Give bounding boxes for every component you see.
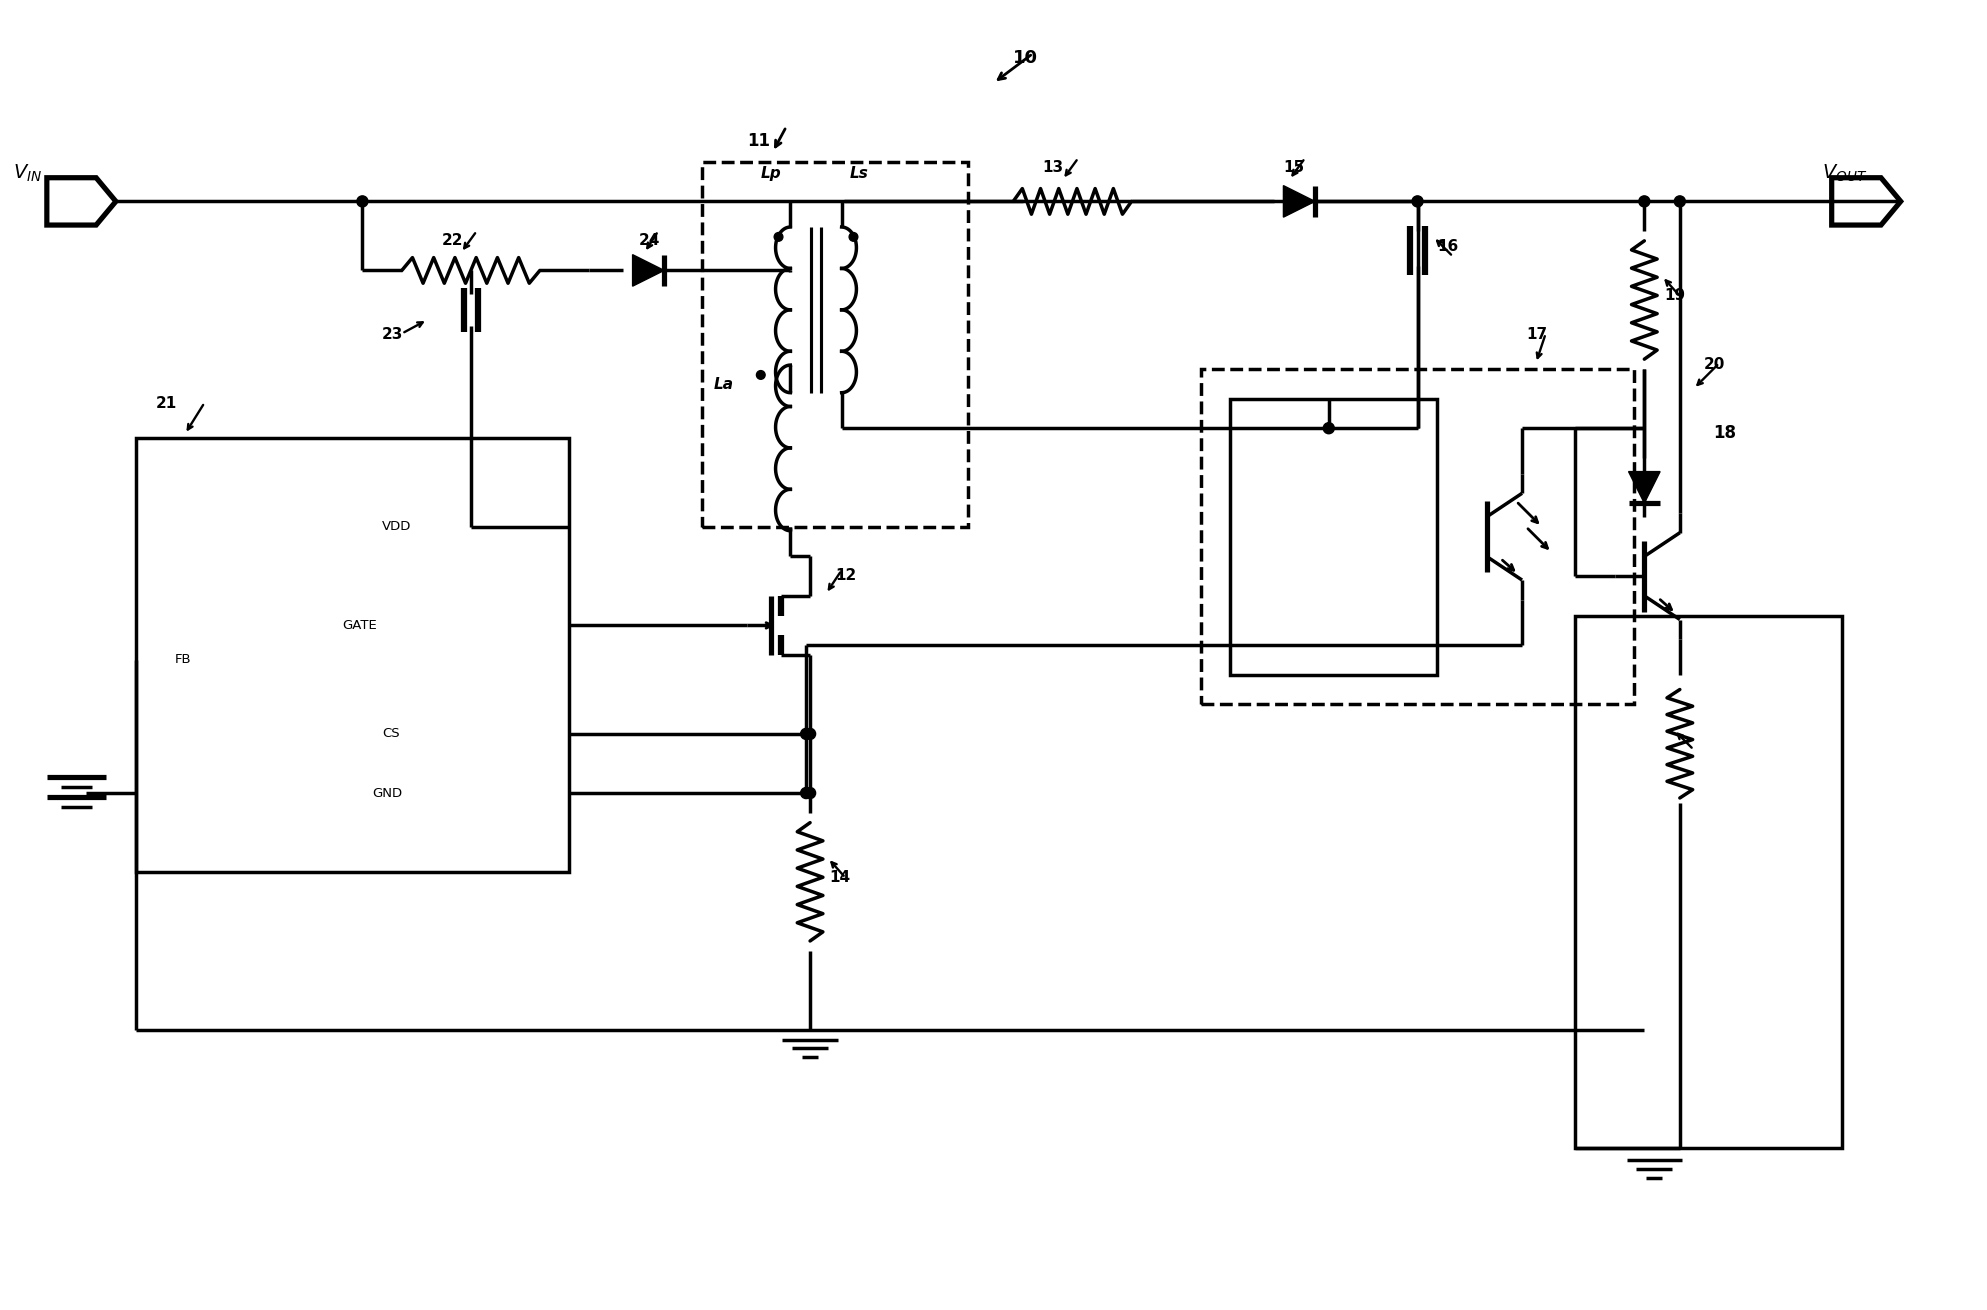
Circle shape xyxy=(358,196,368,207)
Text: 17: 17 xyxy=(1526,328,1548,342)
Text: 13: 13 xyxy=(1043,160,1063,174)
Bar xyxy=(1576,616,1842,1148)
Text: 15: 15 xyxy=(1284,160,1305,174)
Circle shape xyxy=(757,371,765,380)
Circle shape xyxy=(801,728,811,739)
Polygon shape xyxy=(632,254,664,286)
Circle shape xyxy=(805,728,815,739)
Polygon shape xyxy=(1284,186,1315,217)
Bar xyxy=(701,162,968,527)
Text: 21: 21 xyxy=(155,397,177,411)
Text: 11: 11 xyxy=(747,132,771,151)
Text: 23: 23 xyxy=(382,328,403,342)
Text: 20: 20 xyxy=(1703,358,1725,372)
Circle shape xyxy=(848,233,858,241)
Circle shape xyxy=(805,787,815,799)
Bar xyxy=(135,438,570,872)
Bar xyxy=(1230,398,1437,675)
Circle shape xyxy=(801,787,811,799)
Text: GATE: GATE xyxy=(342,618,378,631)
Text: FB: FB xyxy=(175,654,191,667)
Text: 24: 24 xyxy=(638,233,660,248)
Text: 18: 18 xyxy=(1713,424,1737,441)
Polygon shape xyxy=(1629,472,1659,503)
Text: Ls: Ls xyxy=(850,166,868,181)
Text: GND: GND xyxy=(372,786,403,799)
Text: 12: 12 xyxy=(837,569,856,583)
Text: 19: 19 xyxy=(1663,288,1685,303)
Text: $V_{OUT}$: $V_{OUT}$ xyxy=(1822,162,1868,183)
Text: 14: 14 xyxy=(831,870,850,884)
Text: VDD: VDD xyxy=(382,520,411,533)
Text: Lp: Lp xyxy=(761,166,781,181)
Circle shape xyxy=(1323,423,1335,434)
Circle shape xyxy=(775,233,783,241)
Circle shape xyxy=(1413,196,1423,207)
Text: $V_{IN}$: $V_{IN}$ xyxy=(14,162,42,183)
Text: 16: 16 xyxy=(1437,238,1458,254)
Text: CS: CS xyxy=(382,727,399,740)
Bar xyxy=(1200,369,1635,705)
Circle shape xyxy=(1675,196,1685,207)
Text: 10: 10 xyxy=(1013,50,1039,67)
Text: La: La xyxy=(713,377,733,392)
Circle shape xyxy=(1639,196,1649,207)
Text: 22: 22 xyxy=(441,233,463,248)
